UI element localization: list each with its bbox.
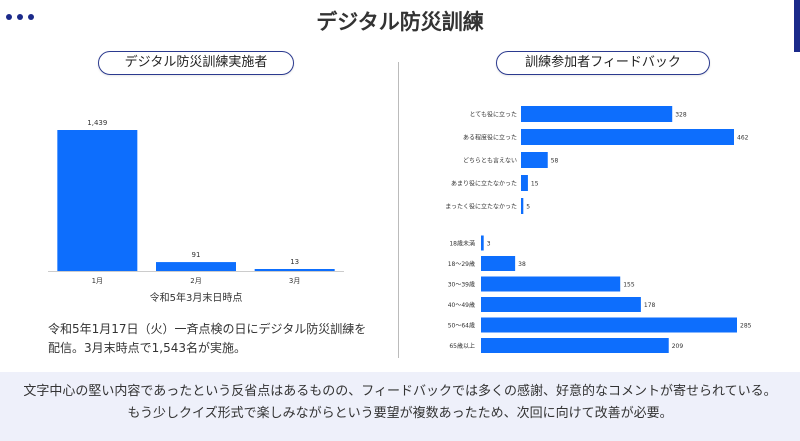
chart2-category-label: まったく役に立たなかった — [445, 203, 517, 211]
summary-line-1: 文字中心の堅い内容であったという反省点はあるものの、フィードバックでは多くの感謝… — [23, 384, 777, 399]
chart3-category-label: 40〜49歳 — [448, 301, 475, 309]
chart3-value-label: 209 — [672, 343, 684, 350]
chart3-category-label: 18〜29歳 — [448, 260, 475, 268]
chart3-bar — [481, 317, 737, 333]
chart3-category-label: 18歳未満 — [449, 240, 475, 248]
note-line-2: 配信。3月末時点で1,543名が実施。 — [48, 341, 246, 355]
chart2-bar — [521, 152, 548, 168]
chart3-bar — [481, 338, 669, 353]
chart2-bar — [521, 198, 524, 214]
chart3-bar — [481, 256, 516, 271]
chart1-category-label: 2月 — [190, 277, 201, 285]
chart2-value-label: 462 — [737, 135, 749, 142]
chart3-bar — [481, 297, 641, 312]
chart3-category-label: 50〜64歳 — [448, 322, 475, 330]
accent-bar — [794, 0, 800, 52]
chart3-value-label: 3 — [487, 241, 491, 248]
chart2-value-label: 58 — [551, 158, 559, 165]
chart1-value-label: 13 — [290, 258, 299, 266]
page-title: デジタル防災訓練 — [316, 10, 484, 34]
summary-footer: 文字中心の堅い内容であったという反省点はあるものの、フィードバックでは多くの感謝… — [0, 372, 800, 441]
chart2-value-label: 5 — [526, 204, 530, 211]
section-heading-participants: デジタル防災訓練実施者 — [98, 51, 294, 75]
chart3-value-label: 178 — [644, 302, 656, 309]
chart1-bar — [254, 269, 335, 271]
chart2-value-label: 328 — [675, 112, 687, 119]
chart2-bar — [521, 129, 734, 145]
chart3-category-label: 30〜39歳 — [448, 281, 475, 289]
chart2-category-label: とても役に立った — [469, 111, 517, 119]
chart2-category-label: どちらとも言えない — [463, 157, 517, 165]
chart2-category-label: ある程度役に立った — [463, 134, 517, 142]
note-line-1: 令和5年1月17日（火）一斉点検の日にデジタル防災訓練を — [48, 322, 367, 336]
summary-line-2: もう少しクイズ形式で楽しみながらという要望が複数あったため、次回に向けて改善が必… — [127, 406, 673, 421]
section-divider — [398, 62, 399, 358]
chart1-category-label: 1月 — [92, 277, 103, 285]
chart1-category-label: 3月 — [289, 277, 300, 285]
chart2-category-label: あまり役に立たなかった — [451, 180, 517, 188]
chart3-bar — [481, 276, 621, 292]
chart1-bar — [156, 262, 236, 271]
chart1-value-label: 91 — [192, 251, 201, 259]
chart3-bar — [481, 235, 484, 251]
chart3-value-label: 155 — [623, 282, 635, 289]
chart2-bar — [521, 106, 673, 122]
chart2-value-label: 15 — [531, 181, 539, 188]
chart2-bar — [521, 175, 528, 191]
chart1-value-label: 1,439 — [87, 119, 107, 127]
chart3-category-label: 65歳以上 — [449, 342, 475, 350]
chart1-bar — [57, 130, 138, 271]
chart3-value-label: 285 — [740, 323, 752, 330]
chart1-xlabel: 令和5年3月末日時点 — [150, 291, 243, 304]
section-heading-feedback: 訓練参加者フィードバック — [496, 51, 710, 75]
menu-dots-icon — [6, 14, 34, 20]
participants-note: 令和5年1月17日（火）一斉点検の日にデジタル防災訓練を 配信。3月末時点で1,… — [48, 320, 378, 358]
chart3-value-label: 38 — [518, 261, 526, 268]
